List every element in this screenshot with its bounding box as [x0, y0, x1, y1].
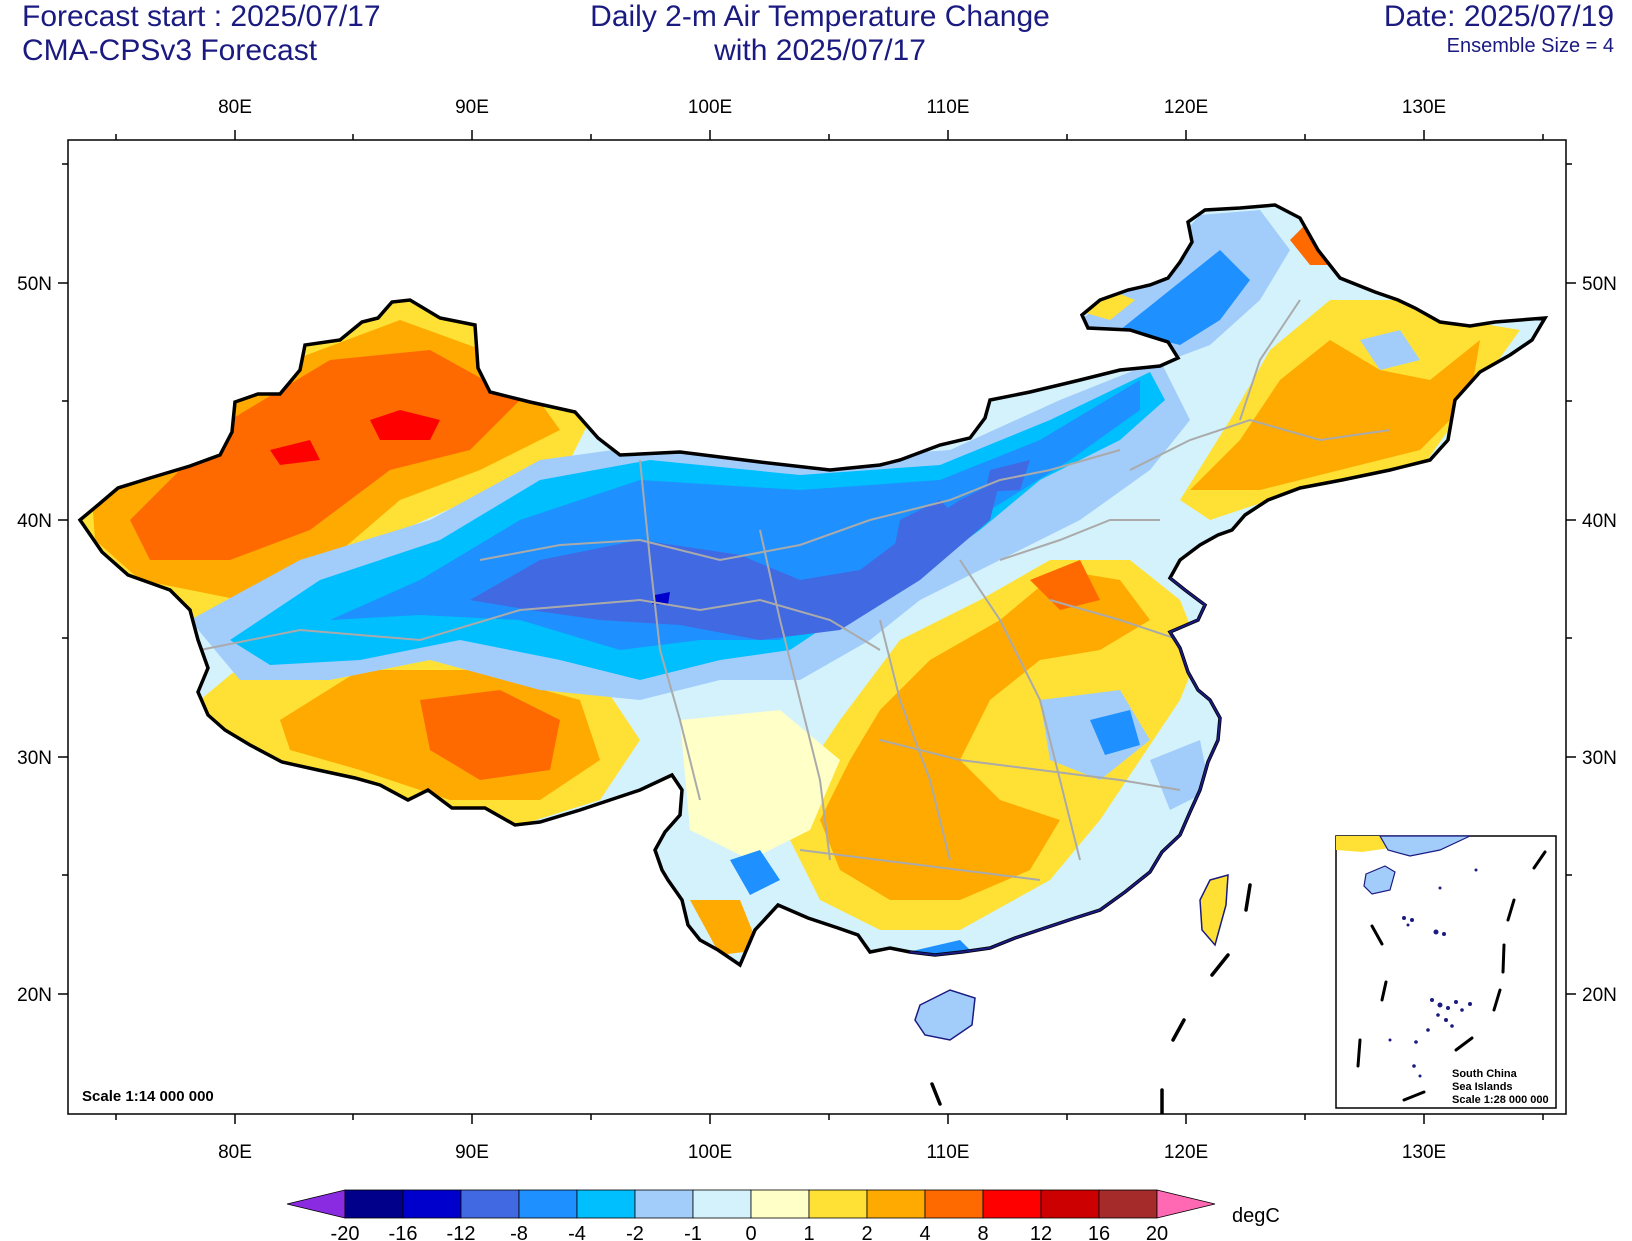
colorbar-box	[1040, 1189, 1100, 1219]
lat-label-right-30: 30N	[1582, 748, 1617, 769]
header-left: Forecast start : 2025/07/17 CMA-CPSv3 Fo…	[22, 0, 381, 68]
lat-label-left-50: 50N	[17, 274, 52, 295]
lon-label-top-130: 130E	[1402, 97, 1446, 118]
header-right: Date: 2025/07/19 Ensemble Size = 4	[1384, 0, 1614, 58]
lon-label-bottom-100: 100E	[688, 1142, 732, 1163]
colorbar	[286, 1189, 1216, 1219]
lat-label-left-40: 40N	[17, 511, 52, 532]
lat-label-right-20: 20N	[1582, 985, 1617, 1006]
map-title: Daily 2-m Air Temperature Change	[590, 0, 1050, 33]
lon-label-top-100: 100E	[688, 97, 732, 118]
lon-label-bottom-80: 80E	[218, 1142, 252, 1163]
colorbar-tick-label: 2	[861, 1223, 872, 1241]
lon-label-top-120: 120E	[1164, 97, 1208, 118]
taiwan-island	[1199, 873, 1229, 947]
colorbar-tick-label: -20	[331, 1223, 360, 1241]
colorbar-box	[982, 1189, 1042, 1219]
inset-label-line2: Sea Islands	[1452, 1081, 1513, 1093]
inset-label-line1: South China	[1452, 1068, 1518, 1080]
colorbar-tick-label: 20	[1146, 1223, 1168, 1241]
south-china-sea-inset: South China Sea Islands Scale 1:28 000 0…	[1335, 835, 1557, 1109]
lon-label-bottom-90: 90E	[455, 1142, 489, 1163]
lon-label-top-90: 90E	[455, 97, 489, 118]
colorbar-tick-label: 12	[1030, 1223, 1052, 1241]
colorbar-box	[460, 1189, 520, 1219]
map-subtitle: with 2025/07/17	[714, 34, 926, 67]
colorbar-tick-label: -1	[684, 1223, 702, 1241]
colorbar-unit-label: degC	[1232, 1205, 1280, 1227]
lat-label-right-50: 50N	[1582, 274, 1617, 295]
lon-label-bottom-110: 110E	[927, 1142, 970, 1163]
colorbar-box	[402, 1189, 462, 1219]
colorbar-box	[808, 1189, 868, 1219]
header-center: Daily 2-m Air Temperature Change with 20…	[500, 0, 1140, 68]
lat-label-right-40: 40N	[1582, 511, 1617, 532]
lon-label-top-80: 80E	[218, 97, 252, 118]
hainan-island	[914, 989, 976, 1041]
colorbar-box	[692, 1189, 752, 1219]
colorbar-tick-label: 1	[803, 1223, 814, 1241]
lon-label-bottom-120: 120E	[1164, 1142, 1208, 1163]
colorbar-tick-label: -16	[389, 1223, 418, 1241]
colorbar-box	[576, 1189, 636, 1219]
forecast-start-label: Forecast start : 2025/07/17	[22, 0, 381, 33]
ensemble-size-label: Ensemble Size = 4	[1446, 35, 1614, 57]
maritime-boundary-dashes	[930, 883, 1252, 1114]
colorbar-box	[750, 1189, 810, 1219]
colorbar-arrow-high	[1156, 1189, 1216, 1219]
province-boundaries	[199, 299, 1391, 881]
lon-label-bottom-130: 130E	[1402, 1142, 1446, 1163]
lon-label-top-110: 110E	[927, 97, 970, 118]
coastline	[909, 577, 1222, 957]
colorbar-tick-label: 4	[919, 1223, 930, 1241]
colorbar-tick-label: -8	[510, 1223, 528, 1241]
inset-label-line3: Scale 1:28 000 000	[1452, 1094, 1549, 1106]
colorbar-box	[344, 1189, 404, 1219]
axis-ticks	[58, 130, 1576, 1124]
colorbar-box	[634, 1189, 694, 1219]
colorbar-tick-label: -4	[568, 1223, 586, 1241]
colorbar-arrow-low	[286, 1189, 346, 1219]
date-label: Date: 2025/07/19	[1383, 0, 1614, 33]
model-label: CMA-CPSv3 Forecast	[22, 34, 318, 67]
map-scale-label: Scale 1:14 000 000	[82, 1088, 214, 1105]
colorbar-tick-label: 8	[977, 1223, 988, 1241]
colorbar-tick-label: -12	[447, 1223, 476, 1241]
colorbar-box	[1098, 1189, 1158, 1219]
colorbar-tick-label: 0	[745, 1223, 756, 1241]
lat-label-left-30: 30N	[17, 748, 52, 769]
colorbar-tick-label: 16	[1088, 1223, 1110, 1241]
colorbar-labels: -20 -16 -12 -8 -4 -2 -1 0 1 2 4 8 12 16 20	[331, 1223, 1169, 1241]
colorbar-box	[924, 1189, 984, 1219]
lat-label-left-20: 20N	[17, 985, 52, 1006]
colorbar-tick-label: -2	[626, 1223, 644, 1241]
colorbar-box	[518, 1189, 578, 1219]
colorbar-box	[866, 1189, 926, 1219]
